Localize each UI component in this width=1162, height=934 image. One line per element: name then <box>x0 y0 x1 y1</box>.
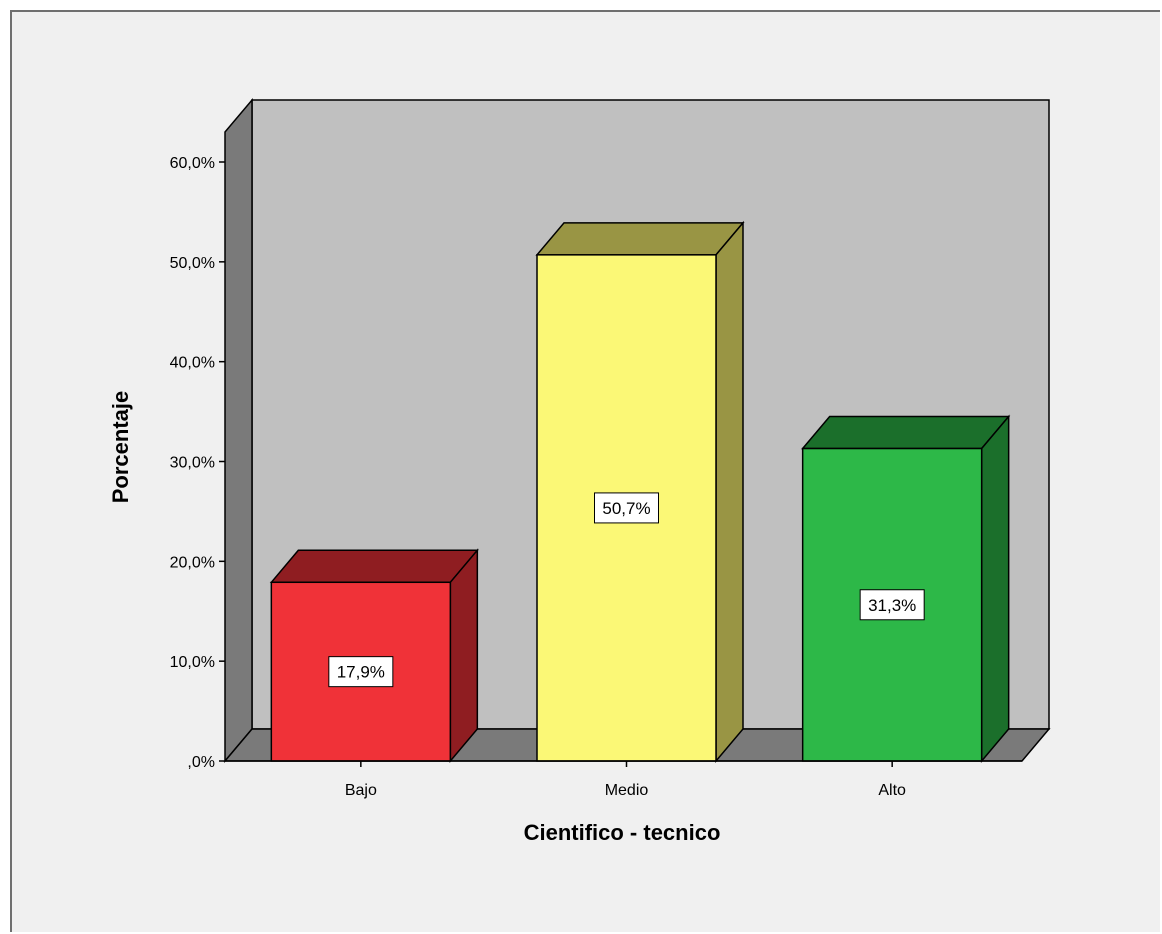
bars: 17,9% 50,7% 31,3% <box>269 220 1011 764</box>
data-label: 50,7% <box>602 499 650 518</box>
y-tick-label: 10,0% <box>170 654 215 671</box>
y-axis-title: Porcentaje <box>108 391 133 504</box>
x-axis: Bajo Medio Alto <box>225 760 1022 799</box>
bar-alto: 31,3% <box>801 414 1011 764</box>
bar-bajo: 17,9% <box>269 548 479 764</box>
y-tick-label: 60,0% <box>170 155 215 172</box>
x-tick-label: Bajo <box>345 782 377 799</box>
side-wall <box>224 97 253 764</box>
y-tick-label: 30,0% <box>170 455 215 472</box>
bar-top <box>269 549 479 584</box>
y-axis: ,0% 10,0% 20,0% 30,0% 40,0% 50,0% 60,0% <box>170 155 225 771</box>
bar-top <box>801 415 1011 450</box>
bar-medio: 50,7% <box>535 220 745 764</box>
y-tick-label: ,0% <box>187 754 215 771</box>
x-tick-label: Medio <box>605 782 649 799</box>
data-label: 31,3% <box>868 596 916 615</box>
bar-side <box>715 220 744 764</box>
y-tick-label: 20,0% <box>170 554 215 571</box>
data-label-box <box>594 492 659 524</box>
data-label: 17,9% <box>337 663 385 682</box>
bar-side <box>449 548 479 764</box>
y-tick-label: 40,0% <box>170 355 215 372</box>
x-tick-label: Alto <box>878 782 906 799</box>
bar-side <box>980 414 1010 764</box>
bar-top <box>535 222 745 256</box>
x-axis-title: Cientifico - tecnico <box>524 820 721 845</box>
y-tick-label: 50,0% <box>170 255 215 272</box>
data-label-box <box>328 656 394 688</box>
data-label-box <box>859 589 925 621</box>
